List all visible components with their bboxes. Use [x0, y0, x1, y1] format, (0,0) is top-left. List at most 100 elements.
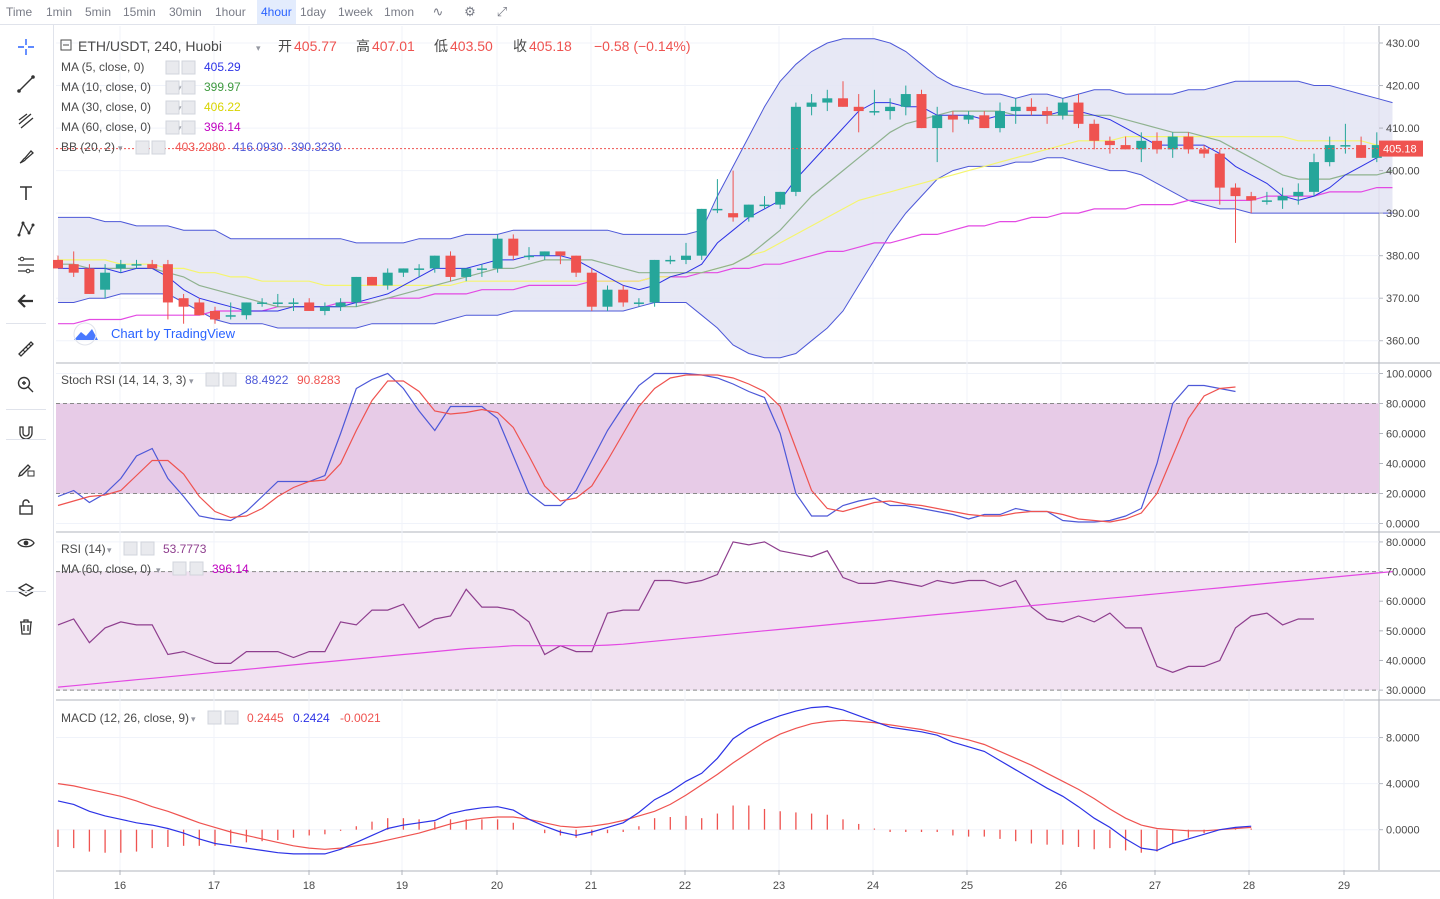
ma30-legend[interactable]: MA (30, close, 0)▾406.22: [61, 100, 241, 115]
pitchfork-icon[interactable]: [12, 107, 40, 135]
candle[interactable]: [508, 234, 519, 260]
close-icon[interactable]: [181, 60, 196, 75]
candle[interactable]: [853, 94, 864, 133]
timeframe-time[interactable]: Time: [6, 5, 33, 19]
candle[interactable]: [1152, 132, 1162, 154]
candle[interactable]: [822, 89, 833, 112]
candle[interactable]: [53, 255, 63, 269]
timeframe-4hour[interactable]: 4hour: [257, 0, 296, 24]
candle[interactable]: [461, 268, 472, 282]
timeframe-1hour[interactable]: 1hour: [215, 5, 246, 19]
candle[interactable]: [1324, 136, 1335, 167]
candle[interactable]: [1230, 183, 1241, 243]
candle[interactable]: [790, 102, 801, 197]
candle[interactable]: [225, 302, 236, 320]
candle[interactable]: [728, 170, 739, 222]
settings-icon[interactable]: [172, 561, 187, 576]
timeframe-15min[interactable]: 15min: [123, 5, 156, 19]
candle[interactable]: [304, 298, 315, 311]
price-pane[interactable]: Chart by TradingView: [53, 38, 1398, 359]
macd-legend[interactable]: MACD (12, 26, close, 9) ▾ 0.2445 0.2424 -0.0…: [61, 710, 381, 725]
tradingview-watermark[interactable]: Chart by TradingView: [73, 322, 236, 346]
candle[interactable]: [162, 259, 173, 320]
candle[interactable]: [398, 268, 409, 277]
candle[interactable]: [649, 259, 660, 307]
timeframe-5min[interactable]: 5min: [85, 5, 112, 19]
back-arrow-icon[interactable]: [12, 287, 40, 315]
candle[interactable]: [1356, 136, 1367, 158]
timeframe-1min[interactable]: 1min: [46, 5, 73, 19]
layers-icon[interactable]: [12, 577, 40, 605]
candle[interactable]: [885, 98, 896, 120]
candle[interactable]: [1246, 191, 1257, 214]
candle[interactable]: [618, 285, 629, 307]
candle[interactable]: [100, 264, 111, 299]
close-icon[interactable]: [189, 561, 204, 576]
candle[interactable]: [1104, 136, 1115, 154]
candle[interactable]: [272, 293, 283, 307]
candle[interactable]: [1293, 183, 1304, 205]
ma5-legend[interactable]: MA (5, close, 0)▾405.29: [61, 60, 241, 75]
bb-legend[interactable]: BB (20, 2) ▾ 403.2080 416.0930 390.3230: [61, 140, 341, 155]
ruler-icon[interactable]: [12, 335, 40, 363]
candle[interactable]: [1057, 98, 1068, 120]
settings-icon[interactable]: [123, 541, 138, 556]
brush-icon[interactable]: [12, 143, 40, 171]
candle[interactable]: [712, 179, 723, 214]
candle[interactable]: [1277, 187, 1288, 209]
close-icon[interactable]: [181, 120, 196, 135]
eye-icon[interactable]: [12, 529, 40, 557]
candle[interactable]: [429, 255, 440, 273]
candle[interactable]: [979, 111, 990, 129]
candle[interactable]: [414, 264, 425, 277]
candle[interactable]: [1371, 132, 1382, 163]
close-icon[interactable]: [181, 100, 196, 115]
settings-icon[interactable]: [207, 710, 222, 725]
candle[interactable]: [1042, 106, 1053, 124]
candle[interactable]: [351, 276, 362, 307]
fib-icon[interactable]: [12, 251, 40, 279]
magnet-icon[interactable]: [12, 419, 40, 447]
candle[interactable]: [869, 89, 880, 116]
settings-icon[interactable]: [165, 120, 180, 135]
candle[interactable]: [1073, 94, 1084, 129]
stoch-legend[interactable]: Stoch RSI (14, 14, 3, 3) ▾ 88.4922 90.8283: [61, 372, 341, 387]
close-icon[interactable]: [222, 372, 237, 387]
candle[interactable]: [178, 293, 189, 324]
settings-icon[interactable]: [165, 80, 180, 95]
candle[interactable]: [743, 204, 754, 222]
trash-icon[interactable]: [12, 613, 40, 641]
crosshair-icon[interactable]: [12, 33, 40, 61]
pattern-icon[interactable]: [12, 215, 40, 243]
chart-style-icon[interactable]: ∿: [432, 4, 444, 19]
timeframe-1day[interactable]: 1day: [300, 5, 327, 19]
candle[interactable]: [586, 268, 597, 311]
candle[interactable]: [1183, 132, 1194, 154]
settings-icon[interactable]: [165, 60, 180, 75]
candle[interactable]: [916, 89, 927, 129]
candle[interactable]: [257, 298, 268, 307]
lock-draw-icon[interactable]: [12, 455, 40, 483]
symbol-legend[interactable]: ETH/USDT, 240, Huobi ▾ 开 405.77 高 407.01 低 403.…: [60, 38, 691, 54]
settings-icon[interactable]: [135, 140, 150, 155]
candle[interactable]: [963, 111, 974, 124]
ma60-legend[interactable]: MA (60, close, 0)▾396.14: [61, 120, 241, 135]
candle[interactable]: [335, 298, 346, 311]
timeframe-30min[interactable]: 30min: [169, 5, 202, 19]
candle[interactable]: [1010, 98, 1021, 124]
candle[interactable]: [476, 264, 487, 277]
candle[interactable]: [319, 302, 330, 316]
candle[interactable]: [681, 242, 691, 265]
candle[interactable]: [900, 85, 911, 116]
rsi-pane[interactable]: [56, 541, 1393, 691]
zoom-icon[interactable]: [12, 371, 40, 399]
candle[interactable]: [995, 102, 1005, 133]
fullscreen-icon[interactable]: ⤢: [496, 4, 508, 19]
rsi-legend[interactable]: RSI (14) ▾ 53.7773: [61, 541, 207, 556]
lock-icon[interactable]: [12, 493, 40, 521]
candle[interactable]: [1120, 136, 1131, 150]
candle[interactable]: [696, 208, 707, 260]
candle[interactable]: [539, 251, 550, 260]
timeframe-1week[interactable]: 1week: [338, 5, 373, 19]
